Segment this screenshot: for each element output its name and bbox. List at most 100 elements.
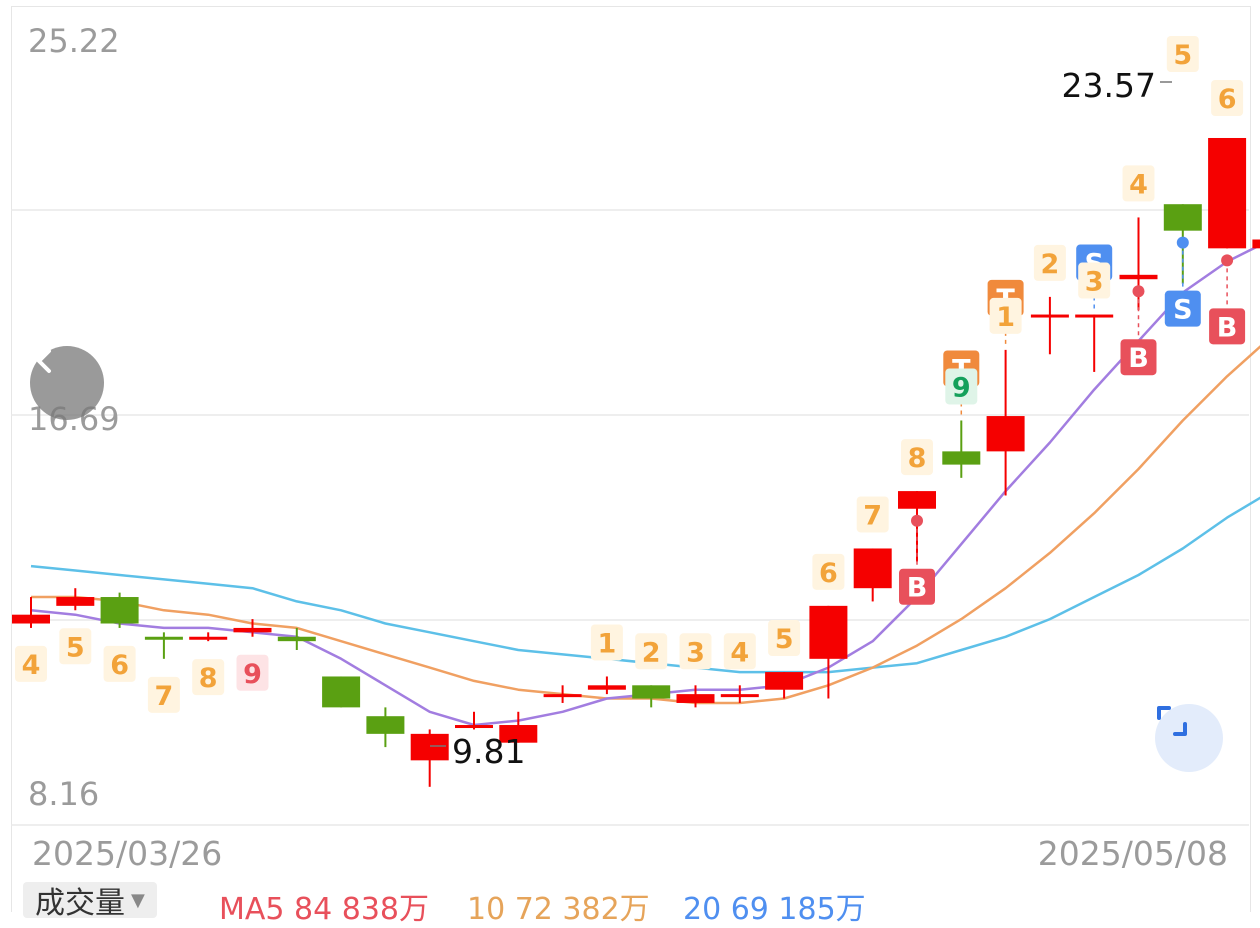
candle-body [189, 636, 228, 640]
candle [632, 685, 671, 708]
sequence-count: 6 [1211, 79, 1244, 116]
signal-badge-label: B [907, 573, 928, 604]
candle-body [543, 694, 582, 698]
sequence-count: 7 [147, 676, 180, 713]
sequence-count: 1 [989, 297, 1022, 334]
candle-body [233, 627, 272, 633]
candle-body [1208, 137, 1247, 249]
candle-body [986, 416, 1025, 452]
candle [986, 349, 1025, 496]
sequence-count: 2 [635, 633, 668, 670]
signal-badge [1164, 290, 1201, 327]
x-tick-start: 2025/03/26 [32, 834, 222, 873]
sequence-count-label: 1 [996, 302, 1015, 333]
sequence-count-bg [1033, 244, 1066, 281]
candle-body [1252, 239, 1260, 249]
candle [410, 729, 449, 787]
sequence-count: 1 [590, 624, 623, 661]
candle [543, 685, 582, 703]
sequence-count-label: 8 [908, 443, 927, 474]
candle [322, 676, 361, 708]
y-tick-top: 25.22 [28, 22, 120, 60]
chart-frame [11, 6, 1251, 912]
candle-body [1030, 314, 1069, 318]
sequence-count-bg [945, 368, 978, 405]
sequence-count-label: 6 [110, 650, 129, 681]
candle [676, 685, 715, 708]
volume-indicator-bar: 成交量 ▼ MA5 84 838万 10 72 382万 20 69 185万 [11, 878, 1251, 927]
candle [1075, 314, 1114, 372]
candle-body [455, 725, 493, 729]
candle-body [100, 597, 139, 624]
sequence-count: 2 [1033, 244, 1066, 281]
signal-badge-label: B [1217, 312, 1238, 343]
candle [1252, 239, 1260, 249]
candle-body [322, 676, 361, 708]
candle-body [632, 685, 671, 699]
candle-body [853, 548, 892, 589]
chevron-down-icon: ▼ [131, 889, 145, 911]
candle [455, 711, 493, 730]
signal-dot [1221, 254, 1234, 267]
candle [56, 588, 95, 611]
sequence-count-label: 6 [819, 558, 838, 589]
sequence-count: 4 [15, 645, 47, 682]
sequence-count-bg [1078, 262, 1111, 299]
sequence-count-bg [768, 620, 801, 657]
expand-button[interactable] [1155, 704, 1223, 772]
volume-ma5-legend: MA5 84 838万 [219, 892, 429, 927]
low-value-label: 9.81 [452, 732, 525, 771]
expand-icon [1157, 706, 1187, 736]
back-button[interactable] [30, 346, 104, 420]
sequence-count-bg [236, 654, 269, 691]
indicator-selector[interactable]: 成交量 ▼ [23, 882, 157, 921]
sequence-count-label: 5 [66, 632, 85, 663]
sequence-count: 8 [901, 439, 933, 476]
candle [233, 619, 272, 637]
sequence-count-label: 4 [22, 650, 41, 681]
sequence-count: 5 [768, 620, 801, 657]
sequence-count-bg [192, 659, 225, 696]
sequence-count-label: 2 [1041, 249, 1060, 280]
signal-dot [1132, 285, 1145, 298]
sequence-count: 5 [59, 628, 92, 665]
candle [366, 707, 405, 748]
candle [1208, 137, 1247, 249]
sequence-count: 3 [679, 633, 712, 670]
candle [587, 676, 626, 695]
candle-body [12, 614, 50, 624]
signal-badge [1120, 339, 1157, 376]
signal-badge-label: B [1128, 343, 1149, 374]
candle-body [277, 636, 316, 642]
sequence-count-bg [812, 553, 845, 590]
sequence-count-bg [1211, 79, 1244, 116]
sequence-count: 5 [1166, 36, 1199, 72]
indicator-selector-label: 成交量 [35, 886, 125, 921]
sequence-count-label: 9 [243, 659, 262, 690]
candle-body [676, 694, 715, 703]
y-tick-bottom: 8.16 [28, 775, 99, 813]
sequence-count-bg [147, 676, 180, 713]
sequence-count-bg [635, 633, 668, 670]
sequence-count-label: 3 [686, 637, 705, 668]
candle [12, 597, 50, 628]
candle [942, 420, 981, 478]
candle [765, 672, 804, 699]
candle [720, 685, 759, 703]
sequence-count-bg [723, 633, 756, 670]
candle [809, 605, 848, 699]
sequence-count-label: 9 [952, 372, 971, 403]
x-tick-end: 2025/05/08 [1038, 834, 1228, 873]
candle [100, 592, 139, 628]
candle-body [366, 716, 405, 734]
sequence-count: 4 [1122, 165, 1155, 202]
volume-ma20-legend: 20 69 185万 [683, 892, 866, 927]
sequence-count-label: 8 [199, 663, 218, 694]
signals: BTTSBSB [899, 236, 1246, 605]
sequence-count-bg [1166, 36, 1199, 72]
candle [1163, 204, 1202, 284]
candle-body [56, 597, 95, 606]
sequence-count-label: 6 [1218, 84, 1237, 115]
candle-body [144, 636, 183, 640]
candle-body [1119, 274, 1158, 280]
